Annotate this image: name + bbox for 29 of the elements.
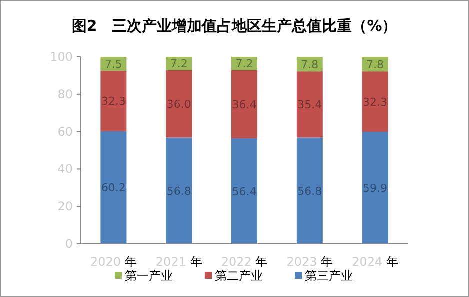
data-label: 35.4: [298, 98, 322, 112]
bar: [166, 70, 192, 138]
data-label: 36.4: [232, 98, 257, 112]
data-label: 56.4: [232, 185, 257, 198]
bar: [100, 71, 127, 132]
bar: [362, 132, 388, 244]
data-label: 7.2: [236, 58, 254, 71]
data-label: 32.3: [363, 96, 388, 109]
legend-label: 第三产业: [305, 269, 353, 283]
data-label: 56.8: [166, 184, 192, 198]
data-label: 7.2: [170, 58, 188, 71]
bar: [166, 138, 192, 244]
bar: [100, 131, 127, 244]
bar: [296, 138, 323, 244]
bar: [362, 72, 388, 132]
data-label: 7.8: [366, 58, 384, 72]
data-label: 60.2: [101, 182, 126, 195]
data-label: 36.0: [166, 98, 192, 112]
data-label: 7.8: [301, 58, 319, 72]
bar: [232, 70, 258, 139]
chart-title: 图2 三次产业增加值占地区生产总值比重（%）: [72, 17, 398, 35]
data-label: 32.3: [101, 95, 126, 108]
legend-label: 第二产业: [215, 269, 263, 283]
data-label: 56.8: [298, 184, 322, 198]
data-label: 59.9: [363, 182, 388, 195]
legend-label: 第一产业: [125, 269, 173, 283]
bar: [296, 72, 323, 138]
data-label: 7.5: [104, 58, 122, 72]
bar: [232, 138, 258, 244]
